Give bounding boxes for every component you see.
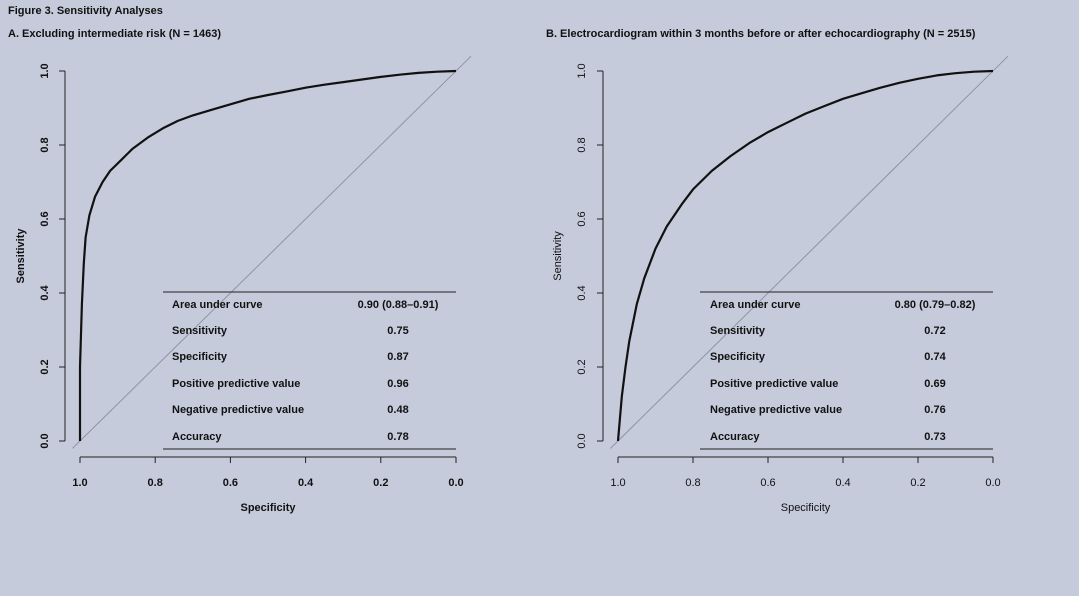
y-tick-label: 1.0: [576, 63, 588, 78]
y-axis-label: Sensitivity: [15, 228, 27, 284]
roc-panel-a: 1.0 0.8 0.6 0.4 0.2 0.0 0.0 0.2 0.4 0.6 0.8 1.0 Spec…: [15, 55, 472, 514]
y-tick-label: 0.6: [576, 211, 588, 226]
x-tick-label: 0.2: [373, 477, 388, 489]
stats-label: Area under curve: [710, 299, 800, 311]
x-axis-label: Specificity: [781, 502, 831, 514]
stats-label: Specificity: [172, 351, 228, 363]
stats-label: Accuracy: [172, 431, 222, 443]
stats-value: 0.72: [924, 325, 945, 337]
stats-label: Sensitivity: [172, 325, 228, 337]
stats-value: 0.48: [387, 404, 408, 416]
x-tick-label: 0.4: [298, 477, 314, 489]
stats-value: 0.73: [924, 431, 945, 443]
stats-value: 0.75: [387, 325, 408, 337]
roc-curve: [616, 69, 994, 442]
reference-diagonal: [610, 55, 1009, 449]
y-tick-label: 0.2: [576, 359, 588, 374]
stats-value: 0.90 (0.88–0.91): [358, 299, 439, 311]
y-tick-label: 0.0: [576, 433, 588, 448]
stats-value: 0.87: [387, 351, 408, 363]
stats-value: 0.78: [387, 431, 408, 443]
y-tick-label: 1.0: [39, 63, 51, 78]
figure-title: Figure 3. Sensitivity Analyses: [8, 5, 163, 17]
x-tick-label: 0.6: [760, 477, 775, 489]
x-tick-label: 0.6: [223, 477, 238, 489]
x-axis-label: Specificity: [240, 502, 296, 514]
stats-value: 0.80 (0.79–0.82): [895, 299, 976, 311]
y-tick-label: 0.4: [576, 285, 588, 300]
y-tick-label: 0.2: [39, 359, 51, 374]
x-tick-label: 1.0: [610, 477, 625, 489]
stats-label: Accuracy: [710, 431, 760, 443]
x-tick-label: 0.8: [148, 477, 163, 489]
x-tick-label: 0.2: [910, 477, 925, 489]
reference-diagonal: [72, 55, 472, 449]
stats-label: Specificity: [710, 351, 766, 363]
y-tick-label: 0.8: [39, 137, 51, 152]
stats-value: 0.74: [924, 351, 946, 363]
y-tick-label: 0.6: [39, 211, 51, 226]
panel-b-title: B. Electrocardiogram within 3 months bef…: [546, 28, 976, 40]
stats-label: Area under curve: [172, 299, 262, 311]
roc-panel-b: 1.0 0.8 0.6 0.4 0.2 0.0 0.0 0.2 0.4 0.6 0.8 1.0 Spec…: [552, 55, 1009, 514]
stats-label: Positive predictive value: [172, 378, 300, 390]
stats-label: Positive predictive value: [710, 378, 838, 390]
x-tick-label: 0.0: [985, 477, 1000, 489]
stats-label: Negative predictive value: [710, 404, 842, 416]
x-tick-label: 0.4: [835, 477, 850, 489]
y-tick-label: 0.0: [39, 433, 51, 448]
roc-curve: [78, 69, 457, 441]
x-tick-label: 0.0: [448, 477, 463, 489]
stats-value: 0.69: [924, 378, 945, 390]
stats-value: 0.76: [924, 404, 945, 416]
stats-label: Negative predictive value: [172, 404, 304, 416]
stats-label: Sensitivity: [710, 325, 766, 337]
stats-value: 0.96: [387, 378, 408, 390]
y-tick-label: 0.4: [39, 284, 51, 300]
y-tick-label: 0.8: [576, 137, 588, 152]
y-axis-label: Sensitivity: [552, 231, 564, 281]
x-tick-label: 0.8: [685, 477, 700, 489]
panel-a-title: A. Excluding intermediate risk (N = 1463…: [8, 28, 222, 40]
x-tick-label: 1.0: [72, 477, 87, 489]
